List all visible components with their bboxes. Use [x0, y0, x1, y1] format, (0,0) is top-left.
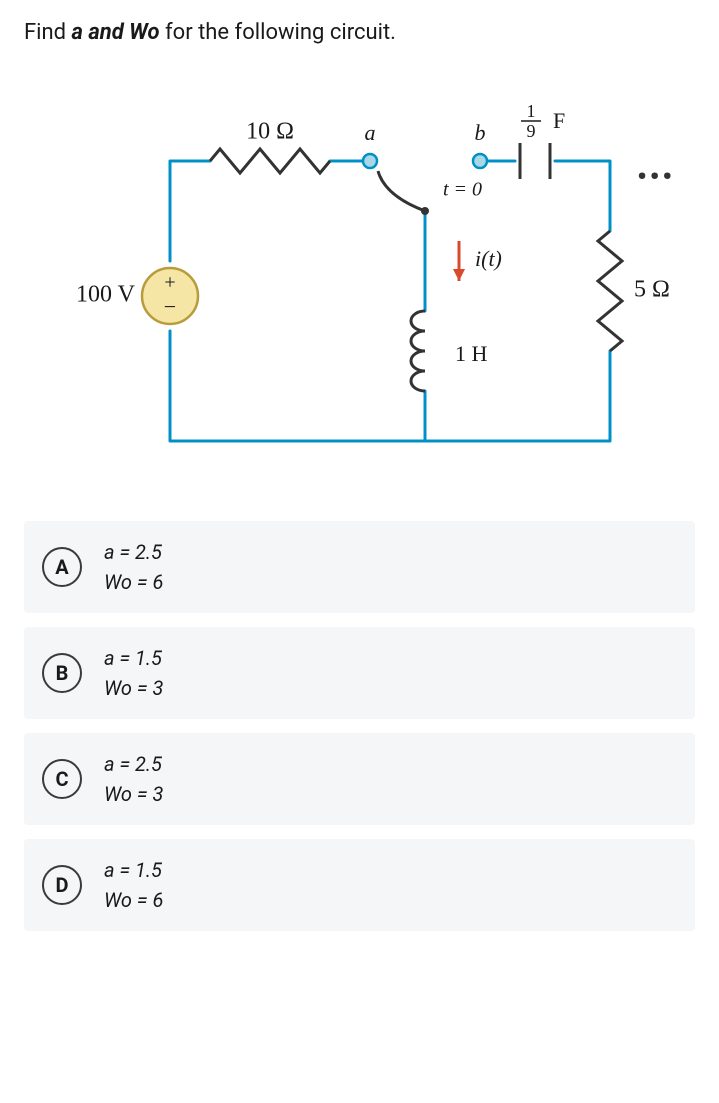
option-b[interactable]: B a = 1.5 Wo = 3 — [24, 627, 695, 719]
option-a[interactable]: A a = 2.5 Wo = 6 — [24, 521, 695, 613]
option-letter: D — [42, 865, 82, 905]
option-line1: a = 1.5 — [104, 643, 163, 673]
option-c[interactable]: C a = 2.5 Wo = 3 — [24, 733, 695, 825]
option-line2: Wo = 3 — [104, 779, 163, 809]
svg-text:b: b — [474, 120, 485, 145]
option-text: a = 1.5 Wo = 3 — [104, 643, 163, 703]
option-line2: Wo = 6 — [104, 885, 163, 915]
option-line1: a = 2.5 — [104, 749, 163, 779]
option-d[interactable]: D a = 1.5 Wo = 6 — [24, 839, 695, 931]
question-suffix: for the following circuit. — [160, 20, 396, 45]
option-text: a = 2.5 Wo = 6 — [104, 537, 163, 597]
svg-text:1: 1 — [526, 101, 535, 121]
option-line2: Wo = 6 — [104, 567, 163, 597]
svg-text:F: F — [553, 108, 565, 133]
circuit-svg: +− 100 V 10 Ω a b t = 0 i(t) 1 H 19F 5 Ω — [40, 81, 680, 481]
option-letter: A — [42, 547, 82, 587]
option-line1: a = 2.5 — [104, 537, 163, 567]
option-line1: a = 1.5 — [104, 855, 163, 885]
svg-text:+: + — [164, 272, 175, 294]
option-letter: C — [42, 759, 82, 799]
svg-text:9: 9 — [526, 121, 535, 141]
svg-text:10 Ω: 10 Ω — [246, 119, 294, 145]
more-icon[interactable]: ••• — [637, 162, 675, 192]
svg-text:1 H: 1 H — [455, 341, 488, 366]
svg-text:i(t): i(t) — [475, 246, 502, 271]
option-line2: Wo = 3 — [104, 673, 163, 703]
option-text: a = 1.5 Wo = 6 — [104, 855, 163, 915]
question-emph: a and Wo — [72, 20, 160, 45]
svg-text:−: − — [163, 294, 175, 319]
svg-text:a: a — [364, 120, 375, 145]
circuit-diagram: +− 100 V 10 Ω a b t = 0 i(t) 1 H 19F 5 Ω — [24, 81, 695, 481]
svg-text:100 V: 100 V — [76, 282, 136, 308]
svg-text:5 Ω: 5 Ω — [634, 277, 670, 303]
options-list: A a = 2.5 Wo = 6 B a = 1.5 Wo = 3 C a = … — [24, 521, 695, 931]
question-prefix: Find — [24, 20, 72, 45]
option-text: a = 2.5 Wo = 3 — [104, 749, 163, 809]
question-text: Find a and Wo for the following circuit. — [24, 20, 695, 45]
option-letter: B — [42, 653, 82, 693]
svg-text:t = 0: t = 0 — [443, 179, 482, 201]
